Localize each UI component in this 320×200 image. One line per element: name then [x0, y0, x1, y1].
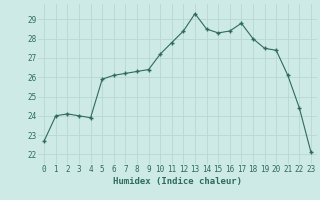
X-axis label: Humidex (Indice chaleur): Humidex (Indice chaleur)	[113, 177, 242, 186]
